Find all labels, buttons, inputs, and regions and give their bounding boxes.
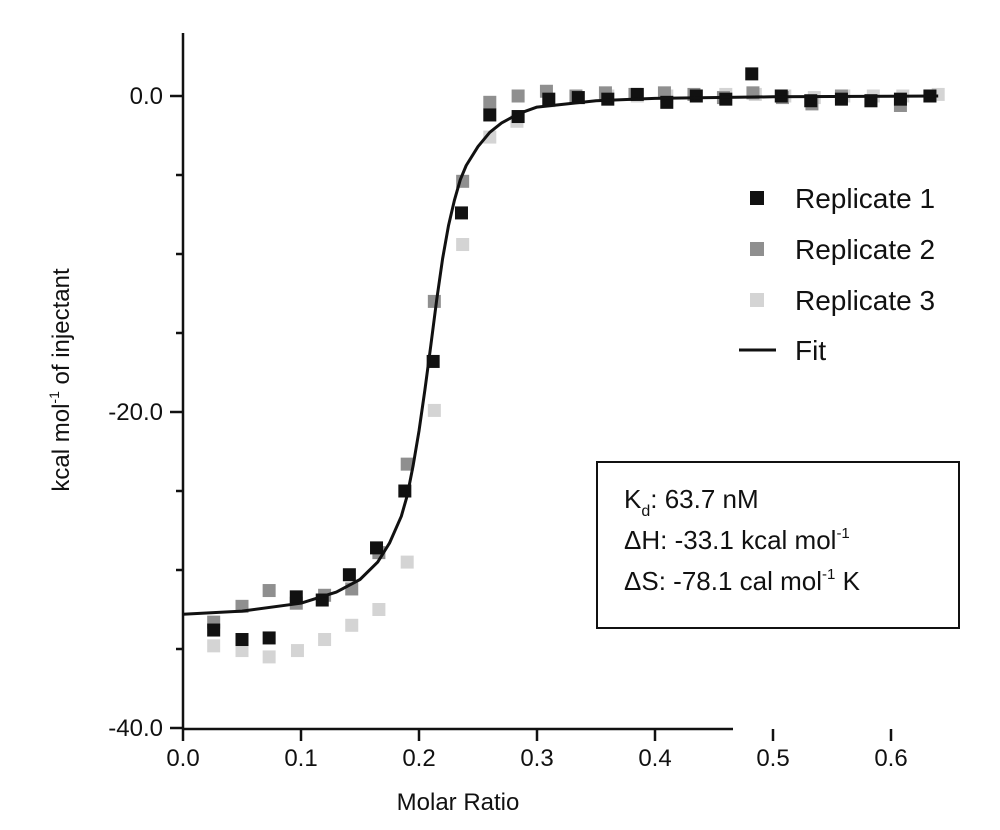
- data-point: [370, 541, 384, 555]
- x-axis-label: Molar Ratio: [397, 789, 520, 816]
- legend: Replicate 1 Replicate 2 Replicate 3 Fit: [739, 183, 935, 366]
- legend-label: Replicate 3: [795, 285, 935, 316]
- legend-marker-replicate-2: [750, 242, 764, 256]
- data-point: [207, 639, 221, 653]
- tick-labels: 0.0 0.1 0.2 0.3 0.4 0.5 0.6 0.0 -20.0 -40.0: [108, 83, 907, 772]
- legend-label: Replicate 2: [795, 234, 935, 265]
- kd-symbol: K: [624, 484, 642, 514]
- data-point: [262, 650, 276, 664]
- y-axis-label-superscript: -1: [46, 391, 62, 404]
- data-point: [372, 603, 386, 616]
- data-point: [289, 590, 303, 604]
- data-point: [345, 618, 359, 632]
- y-tick-label: -20.0: [108, 399, 163, 426]
- delta-s-unit: K: [835, 566, 860, 596]
- data-point: [454, 206, 468, 220]
- data-point: [290, 644, 304, 658]
- data-point: [483, 95, 497, 109]
- legend-marker-replicate-3: [750, 293, 764, 307]
- data-point: [834, 92, 848, 106]
- x-tick-label: 0.6: [874, 745, 907, 772]
- data-point: [689, 89, 703, 103]
- data-point: [893, 92, 907, 106]
- data-point: [427, 403, 441, 417]
- data-point: [456, 238, 470, 252]
- delta-s-superscript: -1: [822, 566, 836, 583]
- x-tick-label: 0.3: [520, 745, 553, 772]
- data-point: [342, 568, 356, 582]
- delta-s-text: ΔS: -78.1 cal mol: [624, 566, 822, 596]
- y-tick-label: 0.0: [130, 83, 163, 110]
- fit-parameters-box: Kd: 63.7 nM ΔH: -33.1 kcal mol-1 ΔS: -78…: [596, 461, 960, 629]
- legend-marker-replicate-1: [750, 191, 764, 205]
- data-point: [483, 130, 497, 144]
- data-point: [262, 584, 276, 598]
- x-tick-label: 0.5: [756, 745, 789, 772]
- y-axis-label: kcal mol-1 of injectant: [46, 268, 75, 492]
- fit-curve: [182, 94, 939, 616]
- x-tick-label: 0.2: [402, 745, 435, 772]
- data-point: [427, 294, 441, 308]
- fit-layer: [182, 94, 939, 616]
- data-point: [542, 92, 556, 106]
- legend-label: Fit: [795, 335, 826, 366]
- data-point: [483, 108, 497, 122]
- delta-h-superscript: -1: [836, 525, 850, 542]
- data-point: [207, 623, 221, 637]
- delta-h-line: ΔH: -33.1 kcal mol-1: [624, 522, 958, 563]
- y-axis-label-rest: of injectant: [48, 268, 75, 391]
- data-point: [235, 633, 249, 647]
- y-axis-label-main: kcal mol: [48, 404, 75, 492]
- data-point: [400, 555, 414, 569]
- kd-subscript: d: [641, 503, 651, 520]
- data-point: [745, 67, 759, 81]
- kd-value: : 63.7 nM: [650, 484, 759, 514]
- data-point: [318, 633, 332, 647]
- y-tick-label: -40.0: [108, 715, 163, 742]
- delta-h-text: ΔH: -33.1 kcal mol: [624, 525, 837, 555]
- x-tick-label: 0.4: [638, 745, 671, 772]
- x-tick-label: 0.0: [166, 745, 199, 772]
- data-point: [400, 457, 414, 471]
- ticks: [170, 94, 893, 741]
- data-point: [262, 631, 276, 645]
- data-point: [235, 644, 249, 658]
- delta-s-line: ΔS: -78.1 cal mol-1 K: [624, 563, 958, 604]
- data-point: [719, 92, 733, 106]
- legend-label: Replicate 1: [795, 183, 935, 214]
- data-point: [511, 89, 525, 103]
- x-tick-label: 0.1: [284, 745, 317, 772]
- kd-line: Kd: 63.7 nM: [624, 481, 958, 522]
